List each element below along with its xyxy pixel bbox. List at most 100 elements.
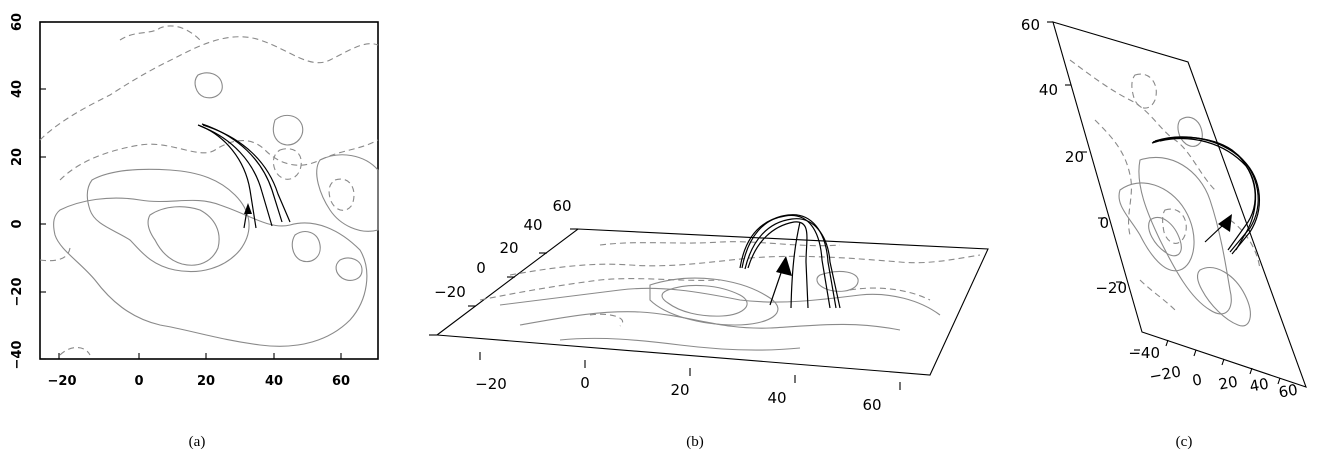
positive-contour xyxy=(86,168,250,273)
negative-contour xyxy=(479,278,721,301)
positive-contour xyxy=(335,257,363,281)
negative-contour xyxy=(119,25,201,41)
panel-caption: (a) xyxy=(189,434,206,450)
positive-contour xyxy=(559,337,801,351)
y-tick-label: 60 xyxy=(552,197,571,215)
panel-caption: (c) xyxy=(1176,434,1193,450)
panel-caption: (b) xyxy=(686,434,704,450)
y-tick-label: −20 xyxy=(10,278,25,307)
x-tick-label: 0 xyxy=(134,374,143,389)
x-tick-label: 40 xyxy=(265,374,283,389)
negative-contour xyxy=(589,313,623,327)
panel-b-plane xyxy=(435,228,989,376)
positive-contour xyxy=(1148,217,1182,257)
y-tick-label: 20 xyxy=(499,239,518,257)
panel-b-y-tick-labels: 60 40 20 0 −20 xyxy=(434,197,571,301)
positive-contour xyxy=(499,287,941,316)
x-tick-label: 60 xyxy=(1277,381,1299,402)
panel-c-plane xyxy=(1052,21,1307,388)
x-tick-label: 40 xyxy=(767,389,786,407)
y-tick-label: −40 xyxy=(1128,344,1160,362)
panel-a-x-tick-labels: −20 0 20 40 60 xyxy=(48,374,351,389)
y-tick-label: −20 xyxy=(434,283,466,301)
x-tick-label: 60 xyxy=(862,396,881,414)
x-tick-label: −20 xyxy=(1148,362,1182,385)
positive-contour xyxy=(649,277,779,326)
negative-contour xyxy=(1131,73,1157,109)
x-tick-label: 20 xyxy=(670,381,689,399)
negative-contour xyxy=(509,254,981,276)
field-line xyxy=(199,125,273,227)
field-line xyxy=(1204,225,1223,243)
panel-b-ticks xyxy=(429,228,901,390)
x-tick-label: 20 xyxy=(197,374,215,389)
positive-contour xyxy=(1138,156,1232,315)
panel-b: −20 0 20 40 60 60 40 20 0 −20 (b) xyxy=(429,197,989,450)
panel-c-field-lines xyxy=(1151,136,1260,255)
negative-contour xyxy=(1229,219,1261,271)
negative-contour xyxy=(39,247,71,262)
y-tick-label: 40 xyxy=(1039,81,1058,99)
positive-contour xyxy=(147,206,220,266)
panel-b-x-tick-labels: −20 0 20 40 60 xyxy=(475,374,881,414)
y-tick-label: 40 xyxy=(10,80,25,98)
field-line xyxy=(202,124,291,223)
field-line xyxy=(747,221,809,309)
y-tick-label: 0 xyxy=(1099,214,1109,232)
positive-contour xyxy=(1118,182,1195,272)
positive-contour xyxy=(1177,116,1203,147)
positive-contour xyxy=(661,284,748,317)
y-tick-label: −20 xyxy=(1095,279,1127,297)
x-tick-label: −20 xyxy=(48,374,77,389)
panel-b-magnetogram-contours xyxy=(479,241,981,351)
x-tick-label: 20 xyxy=(1217,373,1239,394)
field-line xyxy=(1151,137,1256,251)
panel-a-y-tick-labels: 60 40 20 0 −20 −40 xyxy=(10,13,25,370)
negative-contour xyxy=(39,36,379,141)
panel-c: −20 0 20 40 60 60 40 20 0 −20 −40 (c) xyxy=(1021,16,1307,450)
negative-contour xyxy=(1069,59,1216,191)
x-tick-label: −20 xyxy=(475,375,507,393)
x-tick-label: 0 xyxy=(580,374,590,392)
panel-c-x-tick-labels: −20 0 20 40 60 xyxy=(1148,362,1299,401)
positive-contour xyxy=(53,197,368,347)
x-tick-label: 40 xyxy=(1248,375,1270,396)
panel-c-ticks xyxy=(1047,21,1281,385)
positive-contour xyxy=(272,114,304,146)
positive-contour xyxy=(1197,267,1251,327)
negative-contour xyxy=(272,148,302,180)
positive-contour xyxy=(194,72,223,99)
y-tick-label: 0 xyxy=(476,259,486,277)
panel-b-field-lines xyxy=(739,214,841,309)
y-tick-label: 60 xyxy=(1021,16,1040,34)
positive-contour xyxy=(316,154,379,232)
positive-contour xyxy=(519,311,901,331)
negative-contour xyxy=(1139,279,1176,311)
x-tick-label: 60 xyxy=(332,374,350,389)
negative-contour xyxy=(1162,208,1187,244)
negative-contour xyxy=(59,346,91,356)
panel-a-field-lines xyxy=(197,123,291,229)
positive-contour xyxy=(291,231,321,263)
y-tick-label: 0 xyxy=(10,219,25,228)
y-tick-label: −40 xyxy=(10,341,25,370)
panel-c-y-tick-labels: 60 40 20 0 −20 −40 xyxy=(1021,16,1160,362)
field-line xyxy=(744,218,841,309)
negative-contour xyxy=(849,287,931,301)
y-tick-label: 20 xyxy=(10,148,25,166)
field-line xyxy=(769,269,783,306)
negative-contour xyxy=(328,178,355,211)
x-tick-label: 0 xyxy=(1191,370,1204,389)
positive-contour xyxy=(816,270,859,292)
y-tick-label: 60 xyxy=(10,13,25,31)
y-tick-label: 40 xyxy=(523,216,542,234)
panel-a: −20 0 20 40 60 60 40 20 0 −20 −40 (a) xyxy=(10,13,379,450)
field-line xyxy=(1159,138,1257,251)
arrow-icon xyxy=(776,256,792,276)
field-line xyxy=(201,123,283,223)
arrow-icon xyxy=(1218,214,1232,232)
field-line xyxy=(1154,136,1260,255)
y-tick-label: 20 xyxy=(1065,148,1084,166)
panel-c-magnetogram-contours xyxy=(1069,59,1261,327)
